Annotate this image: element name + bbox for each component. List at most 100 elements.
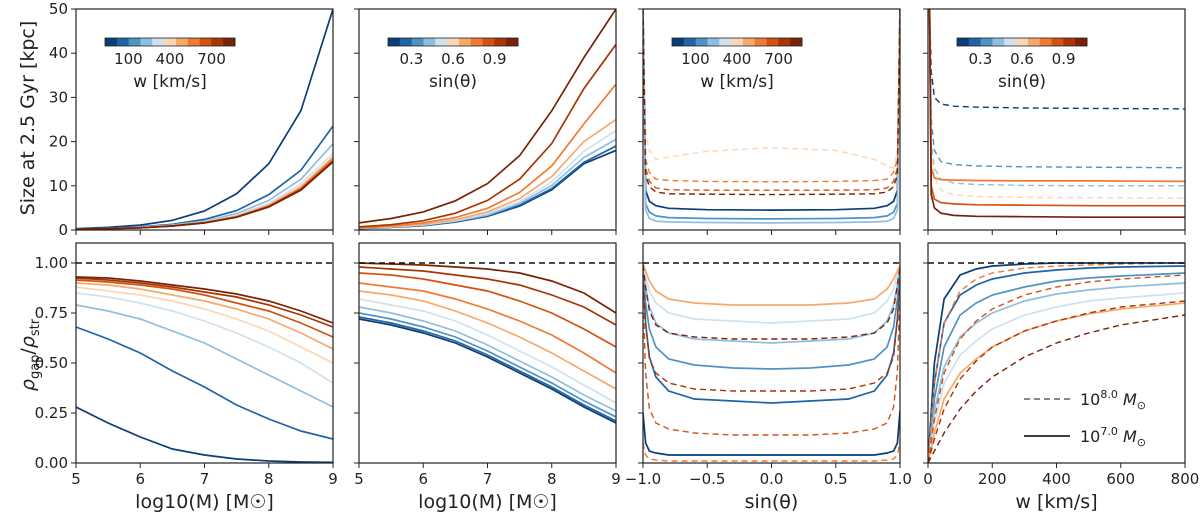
series-line xyxy=(928,9,1185,207)
colorbar-label: sin(θ) xyxy=(998,72,1046,92)
series-line xyxy=(76,277,333,328)
colorbar-tick-label: 400 xyxy=(723,50,752,68)
x-tick-label: 600 xyxy=(1106,470,1135,488)
series-line xyxy=(928,274,1185,463)
series-line xyxy=(928,9,1185,187)
panel-1: 0 10 20 30 40 50 100 400 700 w [km/s] xyxy=(49,0,334,239)
series-line xyxy=(928,300,1185,463)
panel-6: 5 6 7 8 9 log10(M) [M☉] xyxy=(354,242,621,513)
series-line xyxy=(359,266,616,326)
ylabel-top: Size at 2.5 Gyr [kpc] xyxy=(17,21,39,216)
x-axis-label: sin(θ) xyxy=(745,491,799,513)
series-line xyxy=(643,9,900,224)
colorbar-cell xyxy=(388,38,401,46)
colorbar-cell xyxy=(731,38,744,46)
axes-frame xyxy=(642,242,901,464)
colorbar-cell xyxy=(1075,38,1088,46)
series-group xyxy=(76,9,333,230)
colorbar-tick-label: 400 xyxy=(156,50,185,68)
series-line xyxy=(928,282,1185,463)
colorbar-cell xyxy=(695,38,708,46)
y-tick-label: 0.25 xyxy=(35,404,68,422)
colorbar-cell xyxy=(1016,38,1029,46)
series-line xyxy=(643,264,900,340)
x-tick-label: 400 xyxy=(1042,470,1071,488)
series-line xyxy=(928,314,1185,463)
panel-4: 0.3 0.6 0.9 sin(θ) xyxy=(923,8,1186,235)
x-tick-label: 1.0 xyxy=(888,470,912,488)
series-line xyxy=(928,9,1185,183)
x-tick-label: 6 xyxy=(135,470,145,488)
series-line xyxy=(76,286,333,364)
series-line xyxy=(359,262,616,314)
colorbar-tick-label: 700 xyxy=(764,50,793,68)
colorbar-cell xyxy=(957,38,970,46)
series-line xyxy=(928,262,1185,463)
colorbar-cell xyxy=(506,38,519,46)
colorbar-cell xyxy=(766,38,779,46)
x-tick-label: 0.5 xyxy=(824,470,848,488)
colorbar-cell xyxy=(683,38,697,46)
x-tick-label: 7 xyxy=(483,470,493,488)
colorbar-cell xyxy=(482,38,495,46)
series-line xyxy=(359,290,616,390)
x-axis-label: log10(M) [M☉] xyxy=(418,491,557,513)
x-tick-label: 9 xyxy=(328,470,338,488)
series-group xyxy=(76,276,333,463)
colorbar-frame xyxy=(956,37,1088,47)
x-axis-label: w [km/s] xyxy=(1015,491,1097,513)
series-group xyxy=(928,9,1185,219)
ylabel-bottom: ρgap/ρstr xyxy=(17,318,43,391)
colorbar-cell xyxy=(423,38,436,46)
colorbar: 0.3 0.6 0.9 sin(θ) xyxy=(956,37,1088,92)
legend: 108.0 M⊙ 107.0 M⊙ xyxy=(1024,388,1146,449)
y-tick-label: 0.75 xyxy=(35,304,68,322)
colorbar-tick-label: 0.6 xyxy=(1010,50,1034,68)
colorbar-cell xyxy=(1039,38,1052,46)
x-tick-label: 9 xyxy=(611,470,621,488)
series-line xyxy=(643,9,900,220)
series-line xyxy=(359,312,616,418)
panel-7: −1.0 −0.5 0.0 0.5 1.0 sin(θ) xyxy=(625,242,912,513)
series-group xyxy=(359,9,616,230)
series-line xyxy=(643,410,900,456)
colorbar-cell xyxy=(116,38,130,46)
series-line xyxy=(643,9,900,196)
y-tick-label: 50 xyxy=(49,0,68,18)
series-line xyxy=(928,262,1185,463)
x-tick-label: 0 xyxy=(923,470,933,488)
colorbar-frame xyxy=(671,37,803,47)
x-tick-label: 0.0 xyxy=(760,470,784,488)
series-line xyxy=(643,9,900,170)
y-tick-label: 0.50 xyxy=(35,354,68,372)
colorbar-cell xyxy=(754,38,767,46)
series-line xyxy=(76,276,333,324)
series-line xyxy=(359,43,616,228)
series-line xyxy=(76,9,333,230)
colorbar-cell xyxy=(105,38,118,46)
colorbar-tick-label: 100 xyxy=(114,50,143,68)
y-tick-label: 40 xyxy=(49,44,68,62)
x-tick-label: −0.5 xyxy=(689,470,725,488)
colorbar-cell xyxy=(164,38,177,46)
colorbar: 100 400 700 w [km/s] xyxy=(671,37,803,92)
series-line xyxy=(643,264,900,344)
colorbar-label: w [km/s] xyxy=(133,72,207,92)
colorbar-cell xyxy=(707,38,720,46)
series-line xyxy=(928,292,1185,463)
x-tick-label: 800 xyxy=(1171,470,1200,488)
series-line xyxy=(76,125,333,230)
colorbar-cell xyxy=(778,38,791,46)
panel-8: 0 200 400 600 800 w [km/s] xyxy=(923,242,1200,513)
colorbar-cell xyxy=(494,38,507,46)
x-tick-label: 200 xyxy=(978,470,1007,488)
series-line xyxy=(359,298,616,404)
y-tick-label: 1.00 xyxy=(35,254,68,272)
colorbar-tick-label: 0.6 xyxy=(441,50,465,68)
panel-5: 0.00 0.25 0.50 0.75 1.00 5 6 7 8 9 log10(M) [M☉] xyxy=(35,242,338,513)
series-line xyxy=(359,306,616,412)
series-line xyxy=(928,9,1185,199)
colorbar-tick-label: 0.3 xyxy=(399,50,423,68)
series-line xyxy=(76,406,333,463)
series-line xyxy=(928,9,1185,110)
